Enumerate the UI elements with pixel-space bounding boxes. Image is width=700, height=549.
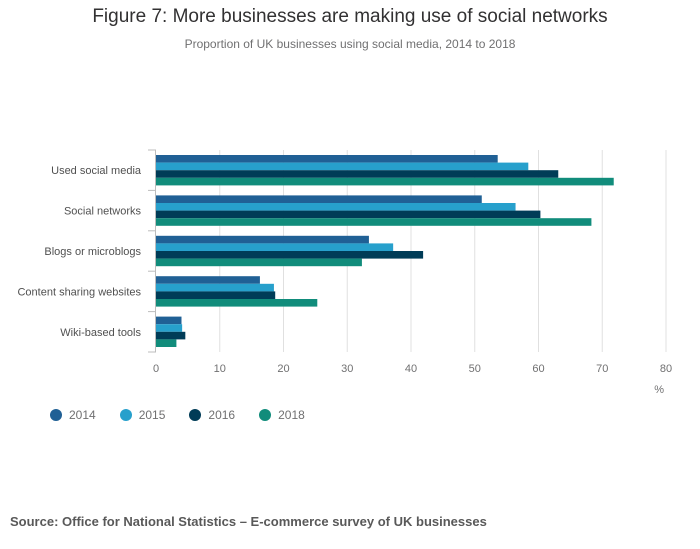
x-tick-label: 0: [153, 363, 159, 375]
category-label: Blogs or microblogs: [44, 246, 141, 258]
bar-2018: [156, 218, 592, 226]
chart-subtitle: Proportion of UK businesses using social…: [184, 37, 516, 51]
bar-2018: [156, 339, 177, 347]
x-tick-label: 30: [341, 363, 353, 375]
legend-item-2014[interactable]: 2014: [50, 408, 96, 422]
bar-2016: [156, 291, 276, 299]
legend-item-2016[interactable]: 2016: [189, 408, 235, 422]
bar-2015: [156, 283, 274, 292]
legend-item-2015[interactable]: 2015: [119, 408, 166, 422]
legend-swatch: [50, 409, 62, 421]
bar-2015: [156, 324, 183, 332]
legend-swatch: [189, 409, 202, 421]
bar-2016: [156, 331, 186, 340]
legend-label: 2014: [69, 408, 96, 422]
bar-2014: [156, 316, 182, 325]
x-tick-label: 80: [660, 363, 672, 375]
category-label: Wiki-based tools: [60, 327, 141, 339]
x-tick-label: 70: [596, 363, 608, 375]
bar-2015: [156, 203, 516, 211]
x-tick-label: 50: [469, 363, 481, 375]
x-tick-label: 20: [277, 363, 289, 375]
category-label: Used social media: [51, 165, 142, 177]
category-label: Content sharing websites: [17, 286, 141, 298]
x-tick-label: 10: [214, 363, 226, 375]
bar-2016: [156, 210, 541, 219]
bar-2016: [156, 170, 559, 178]
bar-2018: [156, 258, 362, 267]
bar-2014: [156, 195, 482, 203]
legend-label: 2018: [278, 408, 305, 422]
source-note: Source: Office for National Statistics –…: [10, 514, 487, 529]
bar-2015: [156, 162, 529, 171]
bar-2014: [156, 235, 369, 244]
x-tick-label: 40: [405, 363, 417, 375]
bar-2018: [156, 177, 614, 186]
bar-chart: 0 10 20 30 40 50 60 70 80 Used social media Social…: [17, 149, 672, 396]
legend-swatch: [119, 409, 132, 421]
legend-label: 2015: [138, 408, 166, 422]
bar-2018: [156, 299, 318, 307]
chart-title: Figure 7: More businesses are making use…: [92, 6, 608, 27]
legend-label: 2016: [208, 408, 236, 422]
bar-2016: [156, 251, 424, 259]
category-label: Social networks: [64, 206, 142, 218]
x-tick-label: 60: [532, 363, 544, 375]
chart-legend: 2014 2015 2016 2018: [50, 408, 329, 422]
legend-swatch: [259, 409, 272, 421]
bar-2015: [156, 243, 394, 251]
x-axis-label: %: [654, 384, 664, 396]
bar-2014: [156, 155, 498, 163]
legend-item-2018[interactable]: 2018: [259, 408, 305, 422]
bar-2014: [156, 276, 260, 284]
